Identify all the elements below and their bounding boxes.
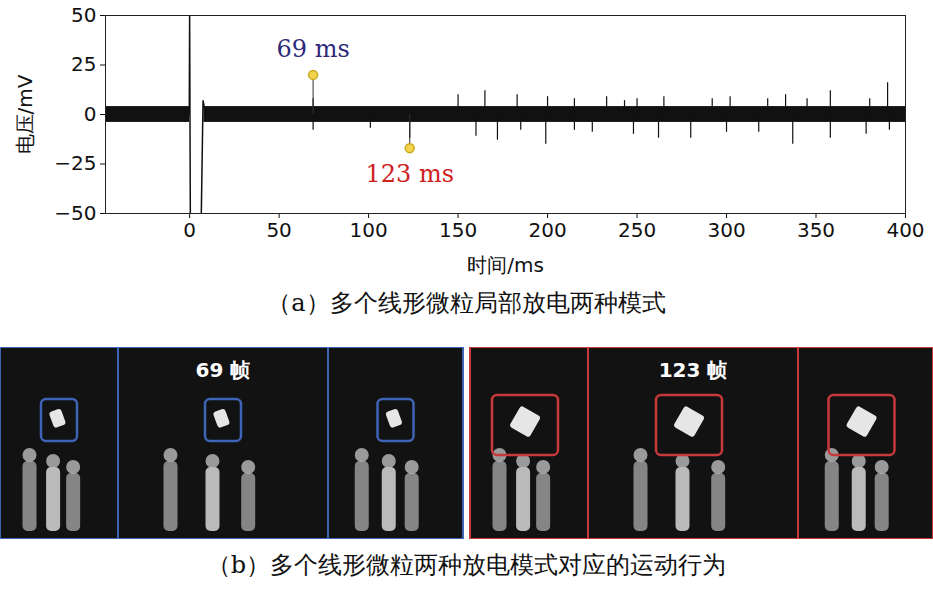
svg-text:400: 400 [886,218,924,242]
svg-text:50: 50 [71,3,96,27]
html-text:（a）多个线形微粒局部放电两种模式: （a）多个线形微粒局部放电两种模式 [267,289,666,317]
svg-text:350: 350 [797,218,835,242]
svg-text:−25: −25 [54,151,96,175]
svg-text:123 ms: 123 ms [365,160,454,188]
svg-text:−50: −50 [54,201,96,225]
svg-text:123 帧: 123 帧 [659,358,728,382]
svg-text:0: 0 [183,218,196,242]
svg-text:50: 50 [266,218,291,242]
svg-text:100: 100 [349,218,387,242]
svg-text:电压/mV: 电压/mV [13,74,37,154]
svg-text:250: 250 [618,218,656,242]
svg-text:69 帧: 69 帧 [196,358,251,382]
svg-text:200: 200 [528,218,566,242]
svg-text:时间/ms: 时间/ms [467,253,544,277]
svg-text:0: 0 [84,102,97,126]
svg-text:69 ms: 69 ms [276,35,349,63]
svg-text:25: 25 [71,52,96,76]
html-text:（b）多个线形微粒两种放电模式对应的运动行为: （b）多个线形微粒两种放电模式对应的运动行为 [206,551,727,579]
svg-text:150: 150 [439,218,477,242]
svg-text:300: 300 [707,218,745,242]
